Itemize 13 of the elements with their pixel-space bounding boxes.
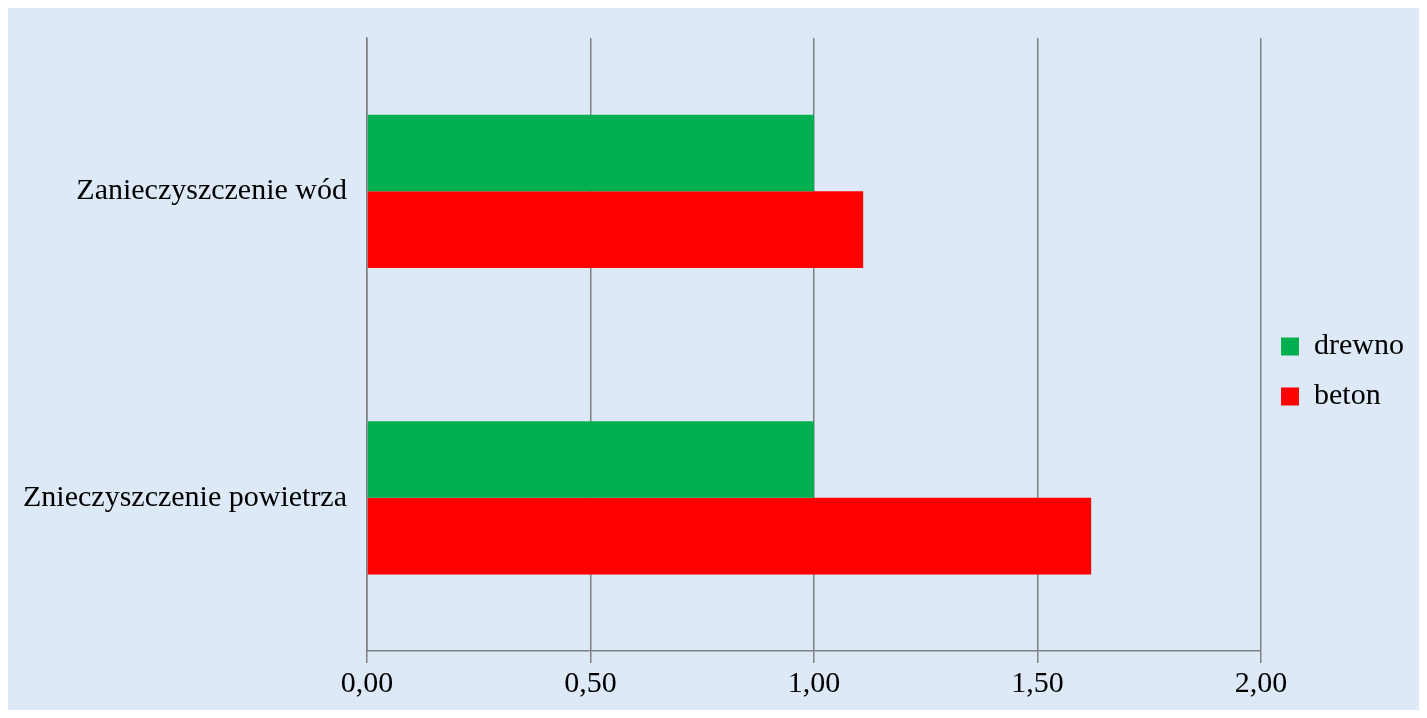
bar bbox=[367, 191, 864, 268]
x-tick-label: 1,00 bbox=[787, 664, 841, 698]
x-tick-label: 0,50 bbox=[564, 664, 617, 698]
legend-label: drewno bbox=[1314, 327, 1405, 361]
y-tick-label: Zanieczyszczenie wód bbox=[76, 172, 347, 206]
legend-label: beton bbox=[1314, 377, 1381, 411]
x-tick-label: 1,50 bbox=[1011, 664, 1064, 698]
x-tick-label: 0,00 bbox=[340, 664, 394, 698]
bar bbox=[367, 497, 1092, 575]
bar bbox=[367, 421, 815, 498]
x-tick-label: 2,00 bbox=[1234, 664, 1288, 698]
y-tick-label: Znieczyszczenie powietrza bbox=[23, 478, 347, 512]
bar bbox=[367, 114, 815, 192]
